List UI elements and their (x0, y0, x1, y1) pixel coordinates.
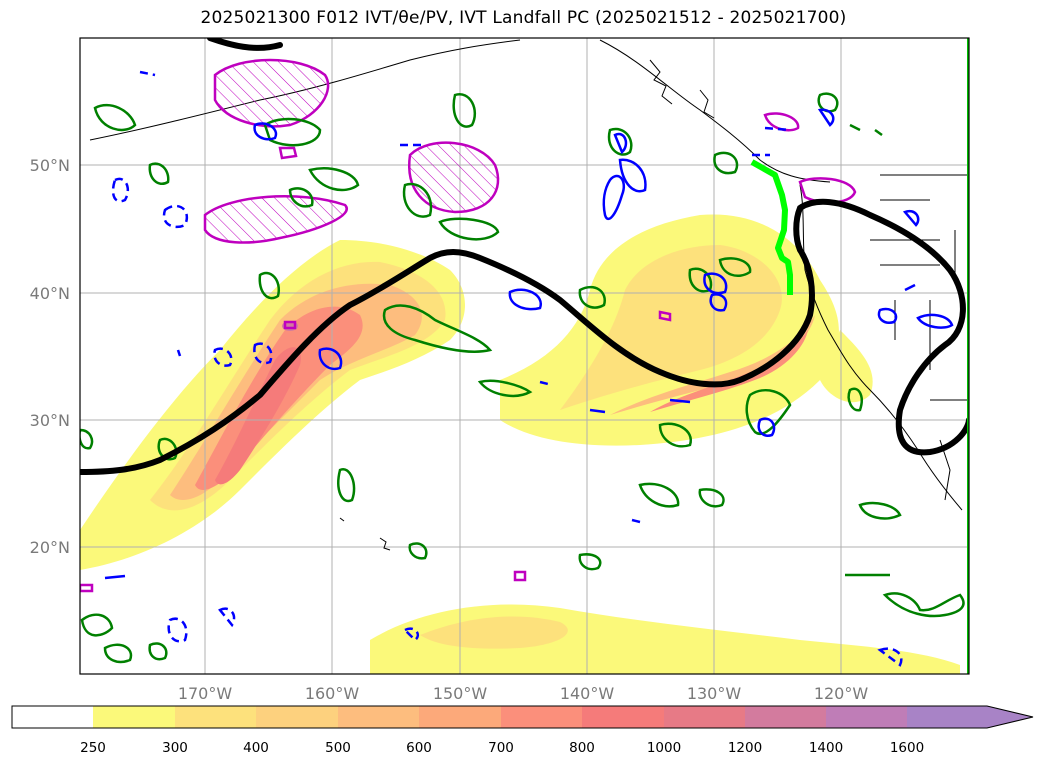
cb-tick-250: 250 (80, 740, 106, 756)
colorbar (11, 705, 1034, 729)
pv-dashed-contours (111, 70, 903, 667)
map-frame (79, 37, 970, 675)
lon-label-140w: 140°W (560, 684, 615, 703)
lat-label-30: 30°N (30, 411, 70, 430)
cb-tick-800: 800 (569, 740, 595, 756)
landfall-pc-line (80, 198, 969, 475)
colorbar-ticks: 250 300 400 500 600 700 800 1000 1200 14… (80, 740, 924, 756)
cb-tick-1400: 1400 (809, 740, 843, 756)
cb-tick-400: 400 (243, 740, 269, 756)
map-layers (80, 38, 969, 674)
ivt-south-core (420, 616, 568, 649)
lon-label-160w: 160°W (305, 684, 360, 703)
ivt-landfall-segment (750, 159, 793, 295)
lon-label-170w: 170°W (178, 684, 233, 703)
cb-tick-600: 600 (406, 740, 432, 756)
lat-label-40: 40°N (30, 284, 70, 303)
cb-tick-300: 300 (162, 740, 188, 756)
cb-tick-1600: 1600 (890, 740, 924, 756)
cb-tick-1000: 1000 (647, 740, 681, 756)
landfall-pc-line-north (207, 38, 283, 51)
theta-e-contours (80, 92, 965, 664)
cb-tick-500: 500 (325, 740, 351, 756)
lon-labels: 170°W 160°W 150°W 140°W 130°W 120°W (178, 684, 869, 703)
lat-labels: 50°N 40°N 30°N 20°N (30, 156, 70, 557)
lat-label-20: 20°N (30, 538, 70, 557)
lon-label-150w: 150°W (433, 684, 488, 703)
map-title: 2025021300 F012 IVT/θe/PV, IVT Landfall … (200, 8, 847, 28)
lat-label-50: 50°N (30, 156, 70, 175)
ivt-plume-west (80, 240, 465, 570)
cb-tick-700: 700 (488, 740, 514, 756)
lon-label-120w: 120°W (814, 684, 869, 703)
cb-tick-1200: 1200 (728, 740, 762, 756)
pv-contours (104, 108, 954, 580)
lon-label-130w: 130°W (687, 684, 742, 703)
